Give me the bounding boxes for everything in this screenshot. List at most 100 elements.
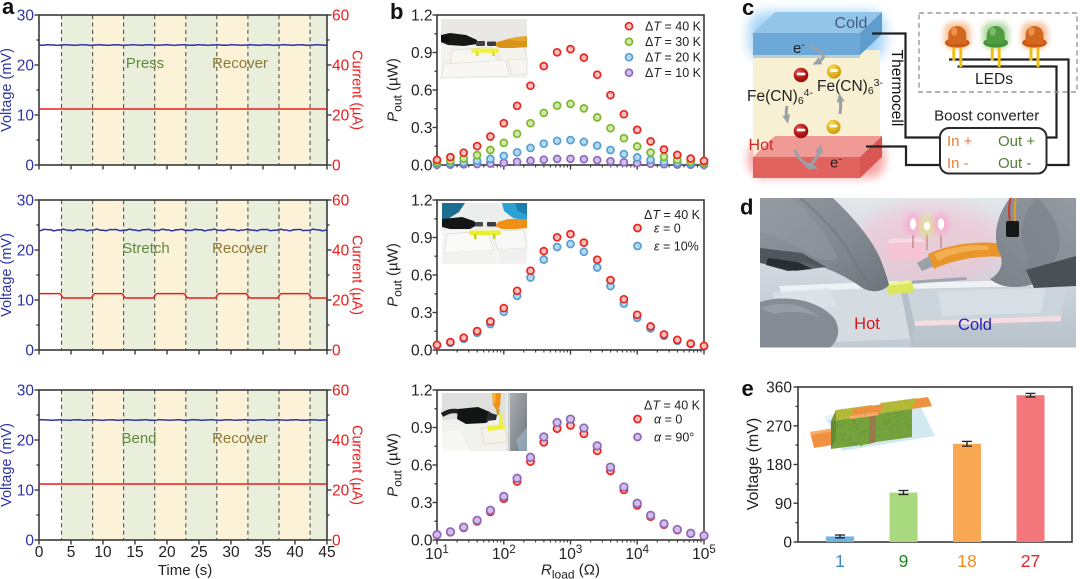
svg-text:Current (µA): Current (µA) bbox=[349, 425, 365, 505]
svg-text:e-: e- bbox=[793, 40, 805, 57]
svg-text:Press: Press bbox=[126, 55, 164, 72]
svg-text:In +: In + bbox=[947, 133, 973, 150]
svg-text:Hot: Hot bbox=[749, 137, 774, 154]
svg-text:b: b bbox=[390, 0, 403, 24]
svg-text:40: 40 bbox=[286, 544, 304, 561]
svg-text:0.6: 0.6 bbox=[411, 268, 433, 285]
svg-text:a: a bbox=[2, 0, 15, 19]
svg-text:0: 0 bbox=[332, 343, 341, 360]
svg-text:c: c bbox=[742, 0, 754, 20]
svg-text:Recover: Recover bbox=[212, 430, 268, 447]
svg-text:α = 90°: α = 90° bbox=[654, 431, 694, 445]
svg-text:Cold: Cold bbox=[835, 15, 868, 32]
svg-text:Voltage (mV): Voltage (mV) bbox=[745, 418, 762, 510]
svg-text:20: 20 bbox=[17, 243, 35, 260]
svg-text:0.0: 0.0 bbox=[411, 533, 433, 550]
svg-text:Hot: Hot bbox=[854, 315, 880, 333]
svg-text:ε = 0: ε = 0 bbox=[654, 222, 681, 236]
svg-text:20: 20 bbox=[158, 544, 176, 561]
svg-text:30: 30 bbox=[222, 544, 240, 561]
svg-text:ΔT = 20 K: ΔT = 20 K bbox=[645, 51, 702, 65]
svg-text:60: 60 bbox=[332, 383, 350, 400]
svg-text:1.2: 1.2 bbox=[411, 193, 433, 210]
svg-text:0.0: 0.0 bbox=[411, 343, 433, 360]
svg-text:0: 0 bbox=[783, 535, 792, 552]
svg-text:60: 60 bbox=[332, 8, 350, 25]
svg-text:0.9: 0.9 bbox=[411, 420, 433, 437]
svg-text:10: 10 bbox=[17, 108, 35, 125]
svg-text:In -: In - bbox=[947, 155, 969, 172]
svg-text:Out -: Out - bbox=[998, 155, 1031, 172]
svg-text:10: 10 bbox=[94, 544, 112, 561]
svg-text:Current (µA): Current (µA) bbox=[349, 50, 365, 130]
svg-text:0.3: 0.3 bbox=[411, 305, 433, 322]
svg-text:Cold: Cold bbox=[958, 316, 992, 334]
svg-text:360: 360 bbox=[766, 380, 792, 397]
svg-text:d: d bbox=[740, 195, 753, 220]
svg-text:Out +: Out + bbox=[998, 133, 1035, 150]
svg-text:ΔT = 30 K: ΔT = 30 K bbox=[645, 35, 702, 49]
svg-text:40: 40 bbox=[332, 433, 350, 450]
svg-text:60: 60 bbox=[332, 193, 350, 210]
svg-text:45: 45 bbox=[318, 544, 335, 561]
svg-text:0.6: 0.6 bbox=[411, 83, 433, 100]
svg-text:ΔT = 40 K: ΔT = 40 K bbox=[644, 399, 701, 413]
svg-text:α = 0: α = 0 bbox=[654, 413, 682, 427]
svg-text:Voltage (mV): Voltage (mV) bbox=[0, 48, 15, 132]
svg-text:30: 30 bbox=[17, 193, 35, 210]
svg-text:ΔT = 40 K: ΔT = 40 K bbox=[645, 20, 702, 34]
svg-text:10: 10 bbox=[17, 483, 35, 500]
svg-text:40: 40 bbox=[332, 243, 350, 260]
svg-text:180: 180 bbox=[766, 457, 792, 474]
svg-text:1.2: 1.2 bbox=[411, 8, 433, 25]
svg-text:5: 5 bbox=[67, 544, 76, 561]
svg-text:ΔT = 40 K: ΔT = 40 K bbox=[644, 208, 701, 222]
svg-text:9: 9 bbox=[899, 551, 909, 571]
svg-text:0.9: 0.9 bbox=[411, 45, 433, 62]
svg-text:20: 20 bbox=[332, 108, 350, 125]
svg-text:20: 20 bbox=[332, 483, 350, 500]
svg-text:0: 0 bbox=[25, 533, 34, 550]
svg-text:e: e bbox=[742, 376, 754, 401]
svg-text:Fe(CN)64-: Fe(CN)64- bbox=[747, 87, 813, 107]
svg-text:0.3: 0.3 bbox=[411, 120, 433, 137]
svg-text:0: 0 bbox=[332, 158, 341, 175]
svg-text:Thermocell: Thermocell bbox=[888, 50, 905, 127]
svg-text:Voltage (mV): Voltage (mV) bbox=[0, 423, 15, 507]
svg-text:27: 27 bbox=[1021, 551, 1040, 571]
svg-text:30: 30 bbox=[17, 8, 35, 25]
svg-text:Time (s): Time (s) bbox=[158, 562, 212, 579]
svg-text:20: 20 bbox=[17, 433, 35, 450]
svg-text:90: 90 bbox=[775, 496, 793, 513]
svg-text:0: 0 bbox=[332, 533, 341, 550]
svg-text:0: 0 bbox=[35, 544, 44, 561]
svg-text:e-: e- bbox=[830, 155, 842, 172]
svg-text:1: 1 bbox=[835, 551, 845, 571]
svg-text:20: 20 bbox=[17, 58, 35, 75]
svg-text:Recover: Recover bbox=[212, 240, 268, 257]
svg-text:LEDs: LEDs bbox=[975, 71, 1013, 88]
svg-text:18: 18 bbox=[957, 551, 976, 571]
svg-text:0.9: 0.9 bbox=[411, 230, 433, 247]
svg-text:10: 10 bbox=[17, 293, 35, 310]
svg-text:Boost converter: Boost converter bbox=[934, 108, 1039, 125]
svg-text:0: 0 bbox=[25, 158, 34, 175]
svg-text:ΔT = 10 K: ΔT = 10 K bbox=[645, 66, 702, 80]
svg-text:270: 270 bbox=[766, 418, 792, 435]
svg-text:Stretch: Stretch bbox=[122, 240, 170, 257]
svg-text:20: 20 bbox=[332, 293, 350, 310]
svg-text:Voltage (mV): Voltage (mV) bbox=[0, 233, 15, 317]
svg-text:ε = 10%: ε = 10% bbox=[654, 240, 699, 254]
svg-text:Current (µA): Current (µA) bbox=[349, 235, 365, 315]
svg-text:Fe(CN)63-: Fe(CN)63- bbox=[817, 77, 883, 97]
svg-text:0: 0 bbox=[25, 343, 34, 360]
svg-text:0.3: 0.3 bbox=[411, 495, 433, 512]
svg-text:15: 15 bbox=[126, 544, 143, 561]
svg-text:0.6: 0.6 bbox=[411, 458, 433, 475]
svg-text:25: 25 bbox=[190, 544, 207, 561]
svg-text:Recover: Recover bbox=[212, 55, 268, 72]
svg-text:1.2: 1.2 bbox=[411, 383, 433, 400]
svg-text:30: 30 bbox=[17, 383, 35, 400]
svg-text:40: 40 bbox=[332, 58, 350, 75]
svg-text:Bend: Bend bbox=[121, 430, 156, 447]
